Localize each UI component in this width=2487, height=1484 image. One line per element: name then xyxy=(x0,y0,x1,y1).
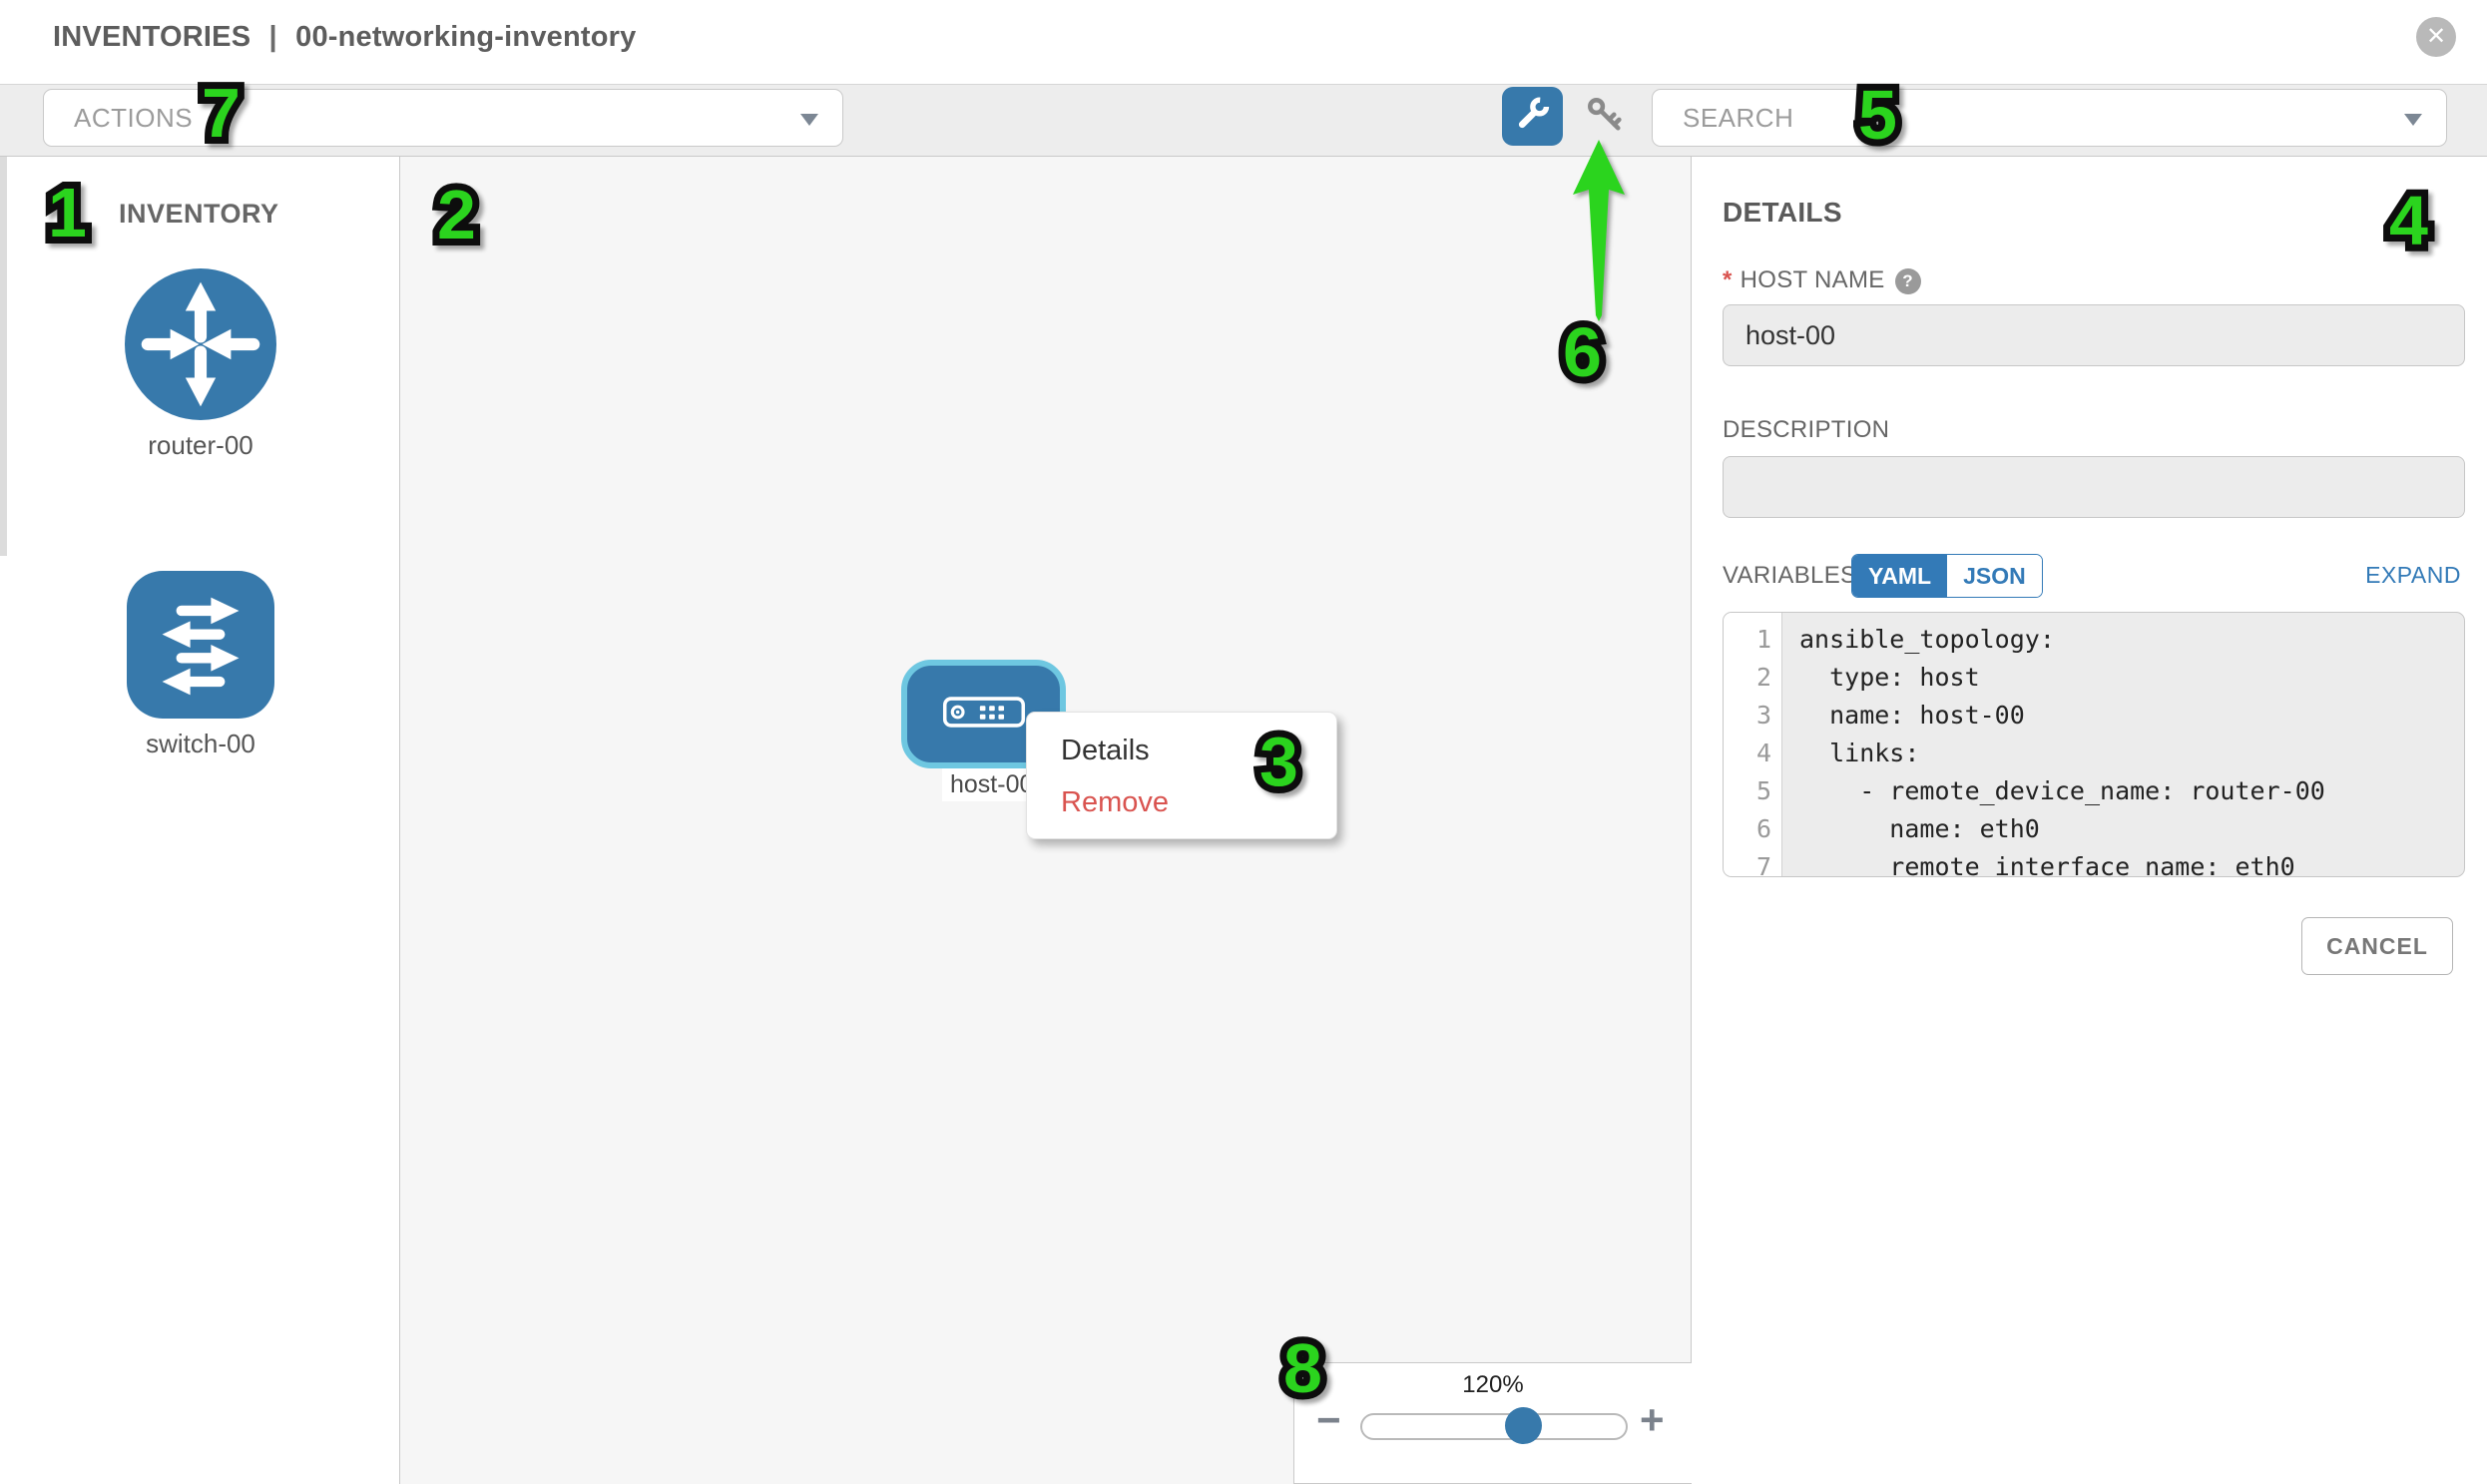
annotation-number-4: 4 xyxy=(2389,186,2428,255)
help-icon[interactable]: ? xyxy=(1894,267,1921,294)
annotation-number-1: 1 xyxy=(48,178,87,247)
close-icon[interactable]: ✕ xyxy=(2416,17,2456,57)
breadcrumb-name: 00-networking-inventory xyxy=(295,21,637,53)
sidebar-item-switch-00[interactable]: switch-00 xyxy=(127,571,274,759)
chevron-down-icon xyxy=(2404,114,2422,126)
topology-canvas[interactable]: host-00 Details Remove 120% − + xyxy=(400,157,1692,1484)
configure-tools-button[interactable] xyxy=(1502,87,1563,146)
zoom-level-value: 120% xyxy=(1462,1371,1524,1398)
variables-row: VARIABLES? YAML JSON EXPAND xyxy=(1723,554,2465,598)
inventory-sidebar: INVENTORY xyxy=(0,157,400,1484)
annotation-number-6: 6 xyxy=(1563,317,1602,387)
zoom-control-panel: 120% − + xyxy=(1293,1362,1692,1484)
window-header: INVENTORIES | 00-networking-inventory ✕ xyxy=(0,0,2487,84)
annotation-number-3: 3 xyxy=(1259,727,1298,796)
expand-link[interactable]: EXPAND xyxy=(2365,562,2461,588)
annotation-arrow-up-icon xyxy=(1573,140,1625,321)
search-dropdown[interactable]: SEARCH xyxy=(1652,89,2447,147)
key-credentials-button[interactable] xyxy=(1583,95,1627,139)
zoom-in-button[interactable]: + xyxy=(1640,1396,1665,1443)
host-name-input[interactable]: host-00 xyxy=(1723,304,2465,366)
code-line: 6 name: eth0 xyxy=(1755,814,2040,843)
code-line: 7 remote_interface_name: eth0 xyxy=(1755,852,2295,877)
host-icon xyxy=(942,696,1026,733)
required-asterisk: * xyxy=(1723,266,1733,293)
wrench-icon xyxy=(1514,95,1552,138)
router-icon xyxy=(125,268,276,420)
details-panel: DETAILS * HOST NAME? host-00 DESCRIPTION … xyxy=(1693,157,2487,1484)
host-node-label: host-00 xyxy=(942,768,1042,801)
code-lines: 1 ansible_topology: 2 type: host 3 name: … xyxy=(1724,613,2464,877)
sidebar-item-label: switch-00 xyxy=(146,729,255,758)
context-menu-item-remove[interactable]: Remove xyxy=(1061,786,1169,818)
host-name-value: host-00 xyxy=(1745,319,1836,350)
actions-dropdown-label: ACTIONS xyxy=(74,102,194,133)
sidebar-item-router-00[interactable]: router-00 xyxy=(125,268,276,461)
switch-icon xyxy=(127,571,274,719)
zoom-slider[interactable] xyxy=(1360,1407,1628,1444)
code-line: 2 type: host xyxy=(1755,663,1980,692)
code-line: 1 ansible_topology: xyxy=(1755,625,2055,654)
chevron-down-icon xyxy=(800,114,818,126)
sidebar-title: INVENTORY xyxy=(119,199,279,229)
variables-format-toggle: YAML JSON xyxy=(1851,554,2043,598)
code-line: 4 links: xyxy=(1755,739,1920,767)
code-line: 3 name: host-00 xyxy=(1755,701,2025,730)
annotation-number-7: 7 xyxy=(202,78,241,148)
annotation-number-2: 2 xyxy=(437,180,476,249)
toggle-json-button[interactable]: JSON xyxy=(1947,555,2042,597)
details-panel-title: DETAILS xyxy=(1723,197,1842,228)
toggle-yaml-button[interactable]: YAML xyxy=(1852,555,1948,597)
actions-dropdown[interactable]: ACTIONS xyxy=(43,89,843,147)
code-line: 5 - remote_device_name: router-00 xyxy=(1755,776,2325,805)
breadcrumb-section: INVENTORIES xyxy=(53,21,251,53)
sidebar-item-label: router-00 xyxy=(148,430,253,460)
breadcrumb: INVENTORIES | 00-networking-inventory xyxy=(53,21,637,54)
description-input[interactable] xyxy=(1723,456,2465,518)
breadcrumb-separator: | xyxy=(268,21,277,53)
annotation-number-5: 5 xyxy=(1858,80,1897,150)
host-name-label: * HOST NAME? xyxy=(1723,266,1921,294)
annotation-number-8: 8 xyxy=(1283,1333,1322,1403)
variables-code-editor[interactable]: 1 ansible_topology: 2 type: host 3 name: … xyxy=(1723,612,2465,877)
cancel-button[interactable]: CANCEL xyxy=(2301,917,2453,975)
description-label: DESCRIPTION xyxy=(1723,416,1890,443)
context-menu-item-details[interactable]: Details xyxy=(1061,735,1150,766)
sidebar-scrollbar[interactable] xyxy=(0,157,7,556)
search-placeholder: SEARCH xyxy=(1683,102,1794,133)
zoom-slider-handle[interactable] xyxy=(1505,1407,1542,1444)
toolbar: ACTIONS SEARCH xyxy=(0,84,2487,157)
key-icon xyxy=(1584,94,1626,141)
